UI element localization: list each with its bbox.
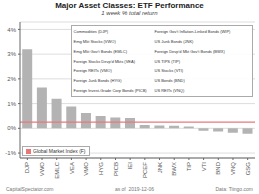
html-text:US Bonds (BND): US Bonds (BND) <box>154 78 185 84</box>
svg-text:HYG: HYG <box>98 162 104 175</box>
html-text:Foreign Stocks Devp'd Mkts (VE: Foreign Stocks Devp'd Mkts (VEA) <box>73 58 135 64</box>
svg-text:4%: 4% <box>8 27 17 33</box>
html-text:US REITs (VNQ): US REITs (VNQ) <box>154 88 185 93</box>
html-text:Foreign Devp'd Mkt Gov't Bonds: Foreign Devp'd Mkt Gov't Bonds (BWX) <box>154 48 225 54</box>
svg-text:VEA: VEA <box>69 162 75 174</box>
html-text:Foreign Gov't Inflation-Linked: Foreign Gov't Inflation-Linked Bonds (WI… <box>154 29 231 35</box>
html-text:Commodities (DJP): Commodities (DJP) <box>73 29 109 35</box>
svg-text:VWO: VWO <box>39 162 45 177</box>
svg-text:EMLC: EMLC <box>54 161 60 178</box>
svg-text:VNQ: VNQ <box>230 162 236 175</box>
html-text:US Stocks (VTI): US Stocks (VTI) <box>154 68 184 74</box>
svg-text:PCEF: PCEF <box>142 162 148 178</box>
svg-text:1%: 1% <box>8 101 17 107</box>
html-text:US Junk Bonds (JNK): US Junk Bonds (JNK) <box>154 38 194 44</box>
html-text:Foreign REITs (VMO): Foreign REITs (VMO) <box>73 68 112 74</box>
svg-text:JNK: JNK <box>157 162 163 173</box>
html-text:Major Asset Classes: ETF Perfo: Major Asset Classes: ETF Performance <box>55 1 204 10</box>
svg-text:DJP: DJP <box>24 162 30 173</box>
html-text:Global Market Index (F): Global Market Index (F) <box>33 148 86 154</box>
svg-text:TIP: TIP <box>186 162 192 171</box>
svg-text:GSG: GSG <box>245 162 251 176</box>
svg-text:VMO: VMO <box>83 162 89 176</box>
html-text:1 week % total return: 1 week % total return <box>101 10 158 16</box>
html-text:Foreign Invest-Grade Corp Bond: Foreign Invest-Grade Corp Bonds (PICB) <box>73 88 147 93</box>
svg-text:VTI: VTI <box>201 162 207 172</box>
svg-text:PICB: PICB <box>113 162 119 176</box>
svg-text:-1%: -1% <box>8 150 17 156</box>
html-text:Foreign Junk Bonds (HYG): Foreign Junk Bonds (HYG) <box>73 78 122 84</box>
svg-text:BWX: BWX <box>171 162 177 176</box>
svg-text:3%: 3% <box>8 51 17 57</box>
html-text:Emg Mkt Stocks (VWO): Emg Mkt Stocks (VWO) <box>73 38 116 44</box>
html-text:Emg Mkt Gov't Bonds (EMLC): Emg Mkt Gov't Bonds (EMLC) <box>73 48 127 54</box>
svg-text:0%: 0% <box>8 125 17 131</box>
svg-text:2%: 2% <box>8 76 17 82</box>
html-text:Data: Tiingo.com: Data: Tiingo.com <box>215 185 253 192</box>
svg-text:IEI: IEI <box>127 162 133 170</box>
svg-text:BND: BND <box>215 161 221 174</box>
html-text:US TIPS (TIP): US TIPS (TIP) <box>154 58 180 64</box>
html-text:as of 2019-12-06: as of 2019-12-06 <box>114 185 155 192</box>
html-text:CapitalSpectator.com: CapitalSpectator.com <box>6 185 54 192</box>
